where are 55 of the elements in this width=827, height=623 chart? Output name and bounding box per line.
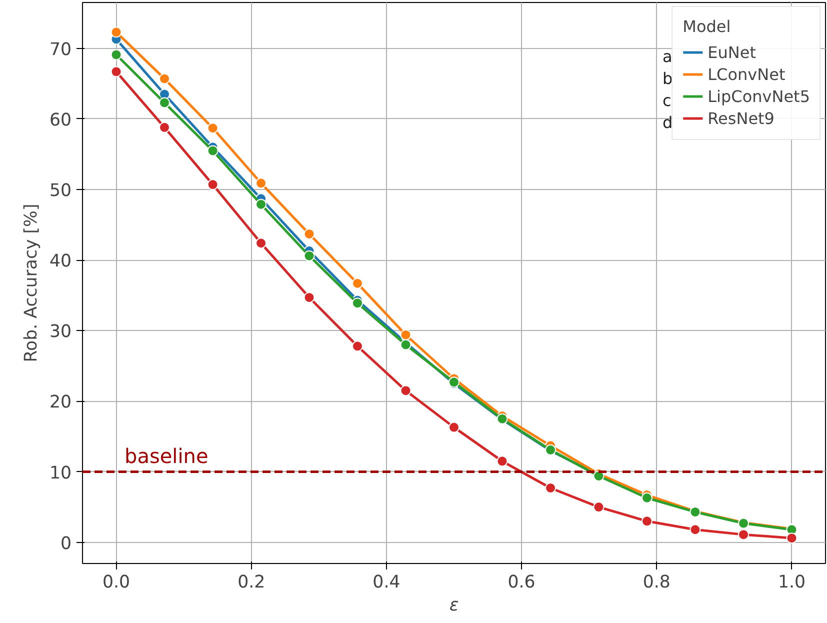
point xyxy=(256,238,267,249)
legend-label: ResNet9 xyxy=(708,108,774,129)
point xyxy=(786,532,798,544)
point xyxy=(110,66,122,78)
point xyxy=(448,422,460,433)
x-tick-label: 1.0 xyxy=(778,572,806,592)
y-axis-title: Rob. Accuracy [%] xyxy=(21,204,42,362)
x-tick-label: 0.4 xyxy=(372,572,400,592)
annotation: c xyxy=(662,91,672,110)
legend-label: LConvNet xyxy=(708,64,786,85)
legend-title: Model xyxy=(682,17,732,36)
point xyxy=(400,329,412,340)
point xyxy=(304,228,315,240)
point xyxy=(159,97,170,108)
point xyxy=(352,298,363,309)
x-tick-label: 0.2 xyxy=(238,572,266,592)
x-tick-label: 0.0 xyxy=(102,572,130,592)
annotation: a xyxy=(662,47,672,66)
point xyxy=(352,340,363,352)
y-tick-label: 20 xyxy=(49,392,72,413)
point xyxy=(738,529,749,540)
y-tick-label: 60 xyxy=(49,110,72,130)
ref-line-label: baseline xyxy=(124,444,208,468)
point xyxy=(159,73,170,84)
legend-label: LipConvNet5 xyxy=(708,86,810,107)
x-tick-label: 0.6 xyxy=(508,572,536,592)
point xyxy=(256,178,267,189)
point xyxy=(593,502,604,513)
point xyxy=(207,145,218,156)
point xyxy=(496,456,508,467)
point xyxy=(159,122,170,133)
y-tick-label: 40 xyxy=(49,252,72,272)
point xyxy=(545,482,556,494)
point xyxy=(400,385,412,396)
point xyxy=(690,524,701,536)
x-tick-label: 0.8 xyxy=(642,572,670,592)
point xyxy=(207,179,218,190)
point xyxy=(352,278,363,289)
annotation: d xyxy=(662,113,673,132)
y-tick-label: 30 xyxy=(49,322,72,342)
point xyxy=(110,26,122,38)
point xyxy=(304,250,315,262)
annotation: b xyxy=(662,69,673,88)
point xyxy=(110,49,122,60)
point xyxy=(641,492,652,504)
legend-label: EuNet xyxy=(708,42,756,63)
point xyxy=(641,516,652,527)
x-axis-title: ε xyxy=(449,596,459,616)
y-tick-label: 50 xyxy=(49,181,72,201)
y-tick-label: 70 xyxy=(49,40,72,60)
y-tick-label: 10 xyxy=(49,463,72,484)
point xyxy=(207,122,218,134)
y-tick-label: 0 xyxy=(60,534,72,554)
point xyxy=(304,292,315,303)
point xyxy=(256,198,267,210)
